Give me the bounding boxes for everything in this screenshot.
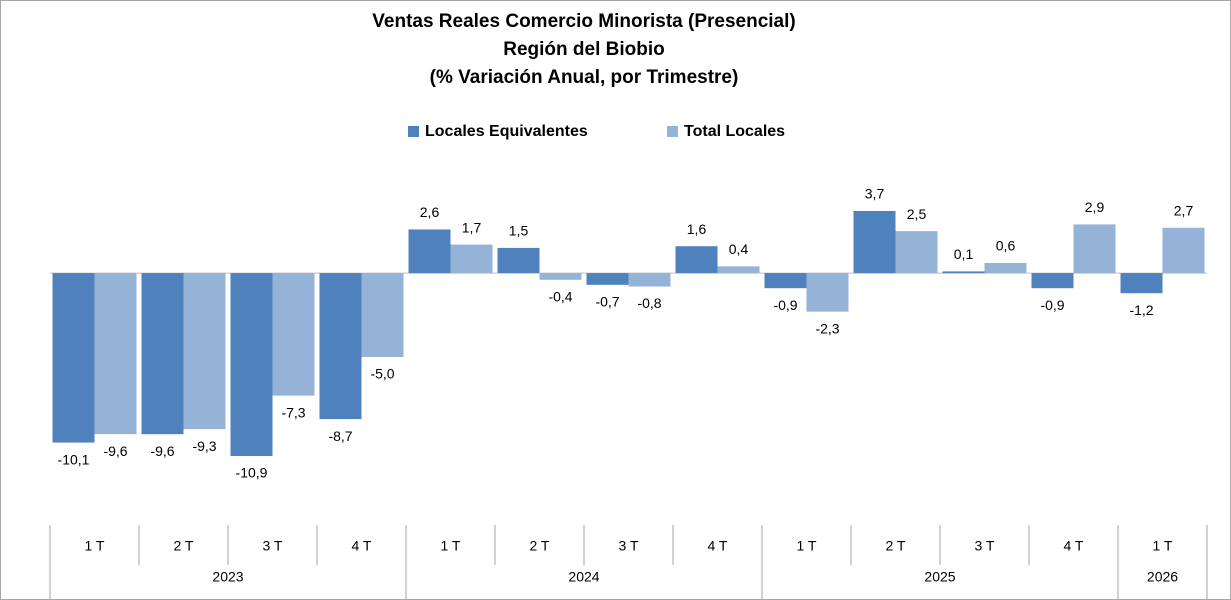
data-label: -0,9	[1040, 297, 1064, 313]
bar	[450, 244, 493, 274]
data-label: 1,6	[687, 221, 707, 237]
bar	[408, 229, 451, 274]
bar	[895, 231, 938, 274]
data-label: 2,7	[1174, 202, 1194, 218]
x-tick-label: 1 T	[1153, 538, 1173, 554]
bar	[141, 273, 184, 435]
x-group-label: 2024	[568, 569, 599, 585]
chart-title: Región del Biobio	[503, 39, 665, 60]
bar	[183, 273, 226, 430]
legend-swatch	[667, 126, 678, 137]
data-label: -9,6	[103, 443, 127, 459]
data-label: 0,4	[729, 241, 749, 257]
chart-title: (% Variación Anual, por Trimestre)	[430, 67, 739, 88]
bar	[717, 266, 760, 274]
bar	[230, 273, 273, 456]
bar	[942, 271, 985, 274]
bar	[319, 273, 362, 420]
bar	[361, 273, 404, 357]
x-tick-label: 2 T	[530, 538, 550, 554]
x-tick-label: 4 T	[352, 538, 372, 554]
legend-swatch	[408, 126, 419, 137]
x-tick-label: 3 T	[263, 538, 283, 554]
x-tick-label: 3 T	[975, 538, 995, 554]
x-tick-label: 2 T	[174, 538, 194, 554]
x-tick-label: 1 T	[85, 538, 105, 554]
data-label: 0,1	[954, 246, 974, 262]
bar	[1031, 273, 1074, 289]
bar	[764, 273, 807, 289]
bar	[1073, 224, 1116, 274]
data-label: -10,9	[236, 465, 268, 481]
bar	[628, 273, 671, 287]
x-tick-label: 4 T	[1064, 538, 1084, 554]
data-label: -9,3	[192, 438, 216, 454]
data-label: -2,3	[815, 320, 839, 336]
bar	[497, 247, 540, 274]
data-label: -8,7	[328, 428, 352, 444]
bar	[539, 273, 582, 280]
x-group-label: 2025	[924, 569, 955, 585]
bar	[272, 273, 315, 396]
data-label: 1,5	[509, 223, 529, 239]
data-label: -9,6	[150, 443, 174, 459]
data-label: 0,6	[996, 238, 1016, 254]
data-label: -1,2	[1129, 302, 1153, 318]
bar	[675, 246, 718, 274]
x-group-label: 2023	[212, 569, 243, 585]
data-label: -0,7	[595, 294, 619, 310]
chart-title: Ventas Reales Comercio Minorista (Presen…	[372, 11, 795, 32]
bar	[806, 273, 849, 312]
x-tick-label: 4 T	[708, 538, 728, 554]
x-tick-label: 2 T	[886, 538, 906, 554]
bar	[1162, 227, 1205, 274]
x-tick-label: 3 T	[619, 538, 639, 554]
legend-label: Total Locales	[684, 123, 785, 140]
bar	[1120, 273, 1163, 294]
x-group-label: 2026	[1147, 569, 1178, 585]
bar	[984, 263, 1027, 274]
x-tick-label: 1 T	[441, 538, 461, 554]
data-label: -5,0	[370, 366, 394, 382]
data-label: 3,7	[865, 186, 885, 202]
data-label: -0,9	[773, 297, 797, 313]
legend-label: Locales Equivalentes	[425, 123, 588, 140]
data-label: 2,6	[420, 204, 440, 220]
data-label: -10,1	[58, 451, 90, 467]
data-label: 2,9	[1085, 199, 1105, 215]
data-label: -0,8	[637, 295, 661, 311]
data-label: 2,5	[907, 206, 927, 222]
data-label: -0,4	[548, 289, 572, 305]
data-label: -7,3	[281, 404, 305, 420]
bar	[52, 273, 95, 443]
bar	[586, 273, 629, 285]
bar	[94, 273, 137, 435]
x-tick-label: 1 T	[797, 538, 817, 554]
bar	[853, 211, 896, 274]
data-label: 1,7	[462, 219, 482, 235]
